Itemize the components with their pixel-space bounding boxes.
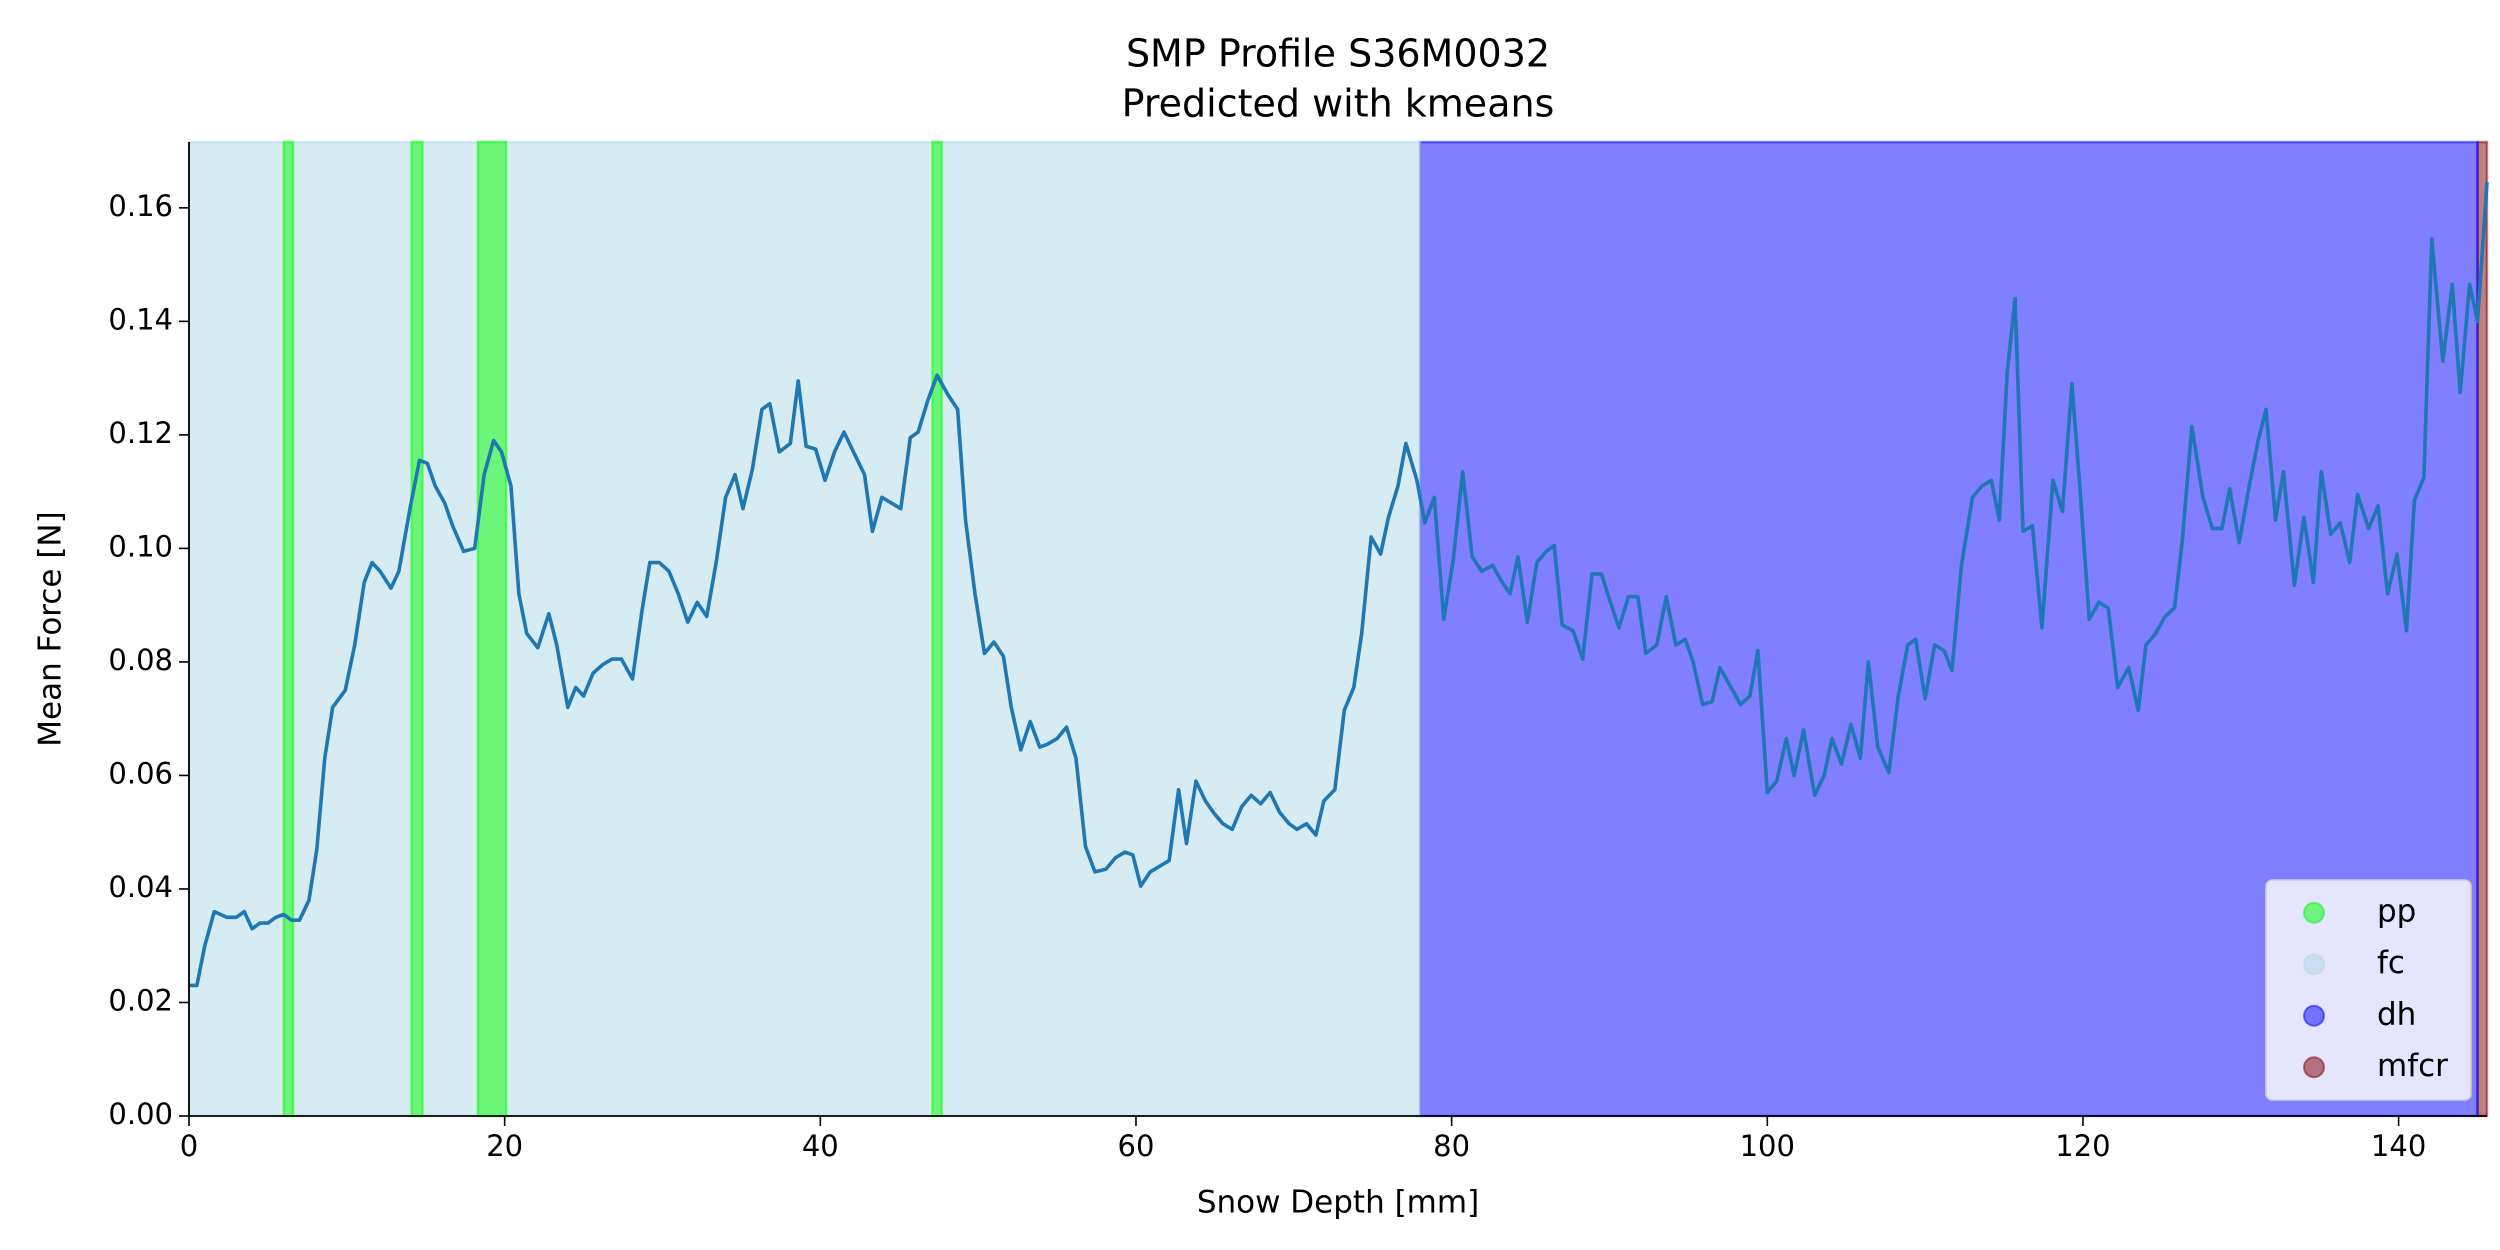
legend-label: mfcr: [2377, 1048, 2448, 1084]
x-tick-label: 100: [1740, 1129, 1795, 1163]
y-tick-label: 0.16: [108, 189, 173, 223]
y-tick-label: 0.02: [108, 983, 173, 1017]
data-line: [189, 182, 2489, 988]
y-tick-label: 0.00: [108, 1097, 173, 1131]
legend-label: pp: [2377, 893, 2416, 929]
legend-label: fc: [2377, 945, 2405, 981]
chart-title: SMP Profile S36M0032: [1126, 32, 1550, 76]
class-span: [410, 140, 424, 1118]
x-tick-label: 40: [802, 1129, 839, 1163]
legend-marker: [2303, 953, 2325, 976]
legend: pp fc dh mfcr: [2265, 879, 2472, 1101]
x-tick-label: 120: [2055, 1129, 2110, 1163]
legend-marker: [2303, 1056, 2325, 1079]
y-axis-label: Mean Force [N]: [33, 511, 69, 746]
y-tick-label: 0.04: [108, 870, 173, 904]
y-tick-label: 0.06: [108, 756, 173, 790]
plot-area: 0 20 40 60 80 100 120 140 0.00 0.02 0.04 0.06 0.08 0.…: [108, 142, 2489, 1163]
x-tick-label: 140: [2371, 1129, 2426, 1163]
legend-marker: [2303, 901, 2325, 924]
x-tick-label: 0: [180, 1129, 198, 1163]
y-tick-label: 0.12: [108, 416, 173, 450]
class-span: [931, 140, 944, 1118]
legend-marker: [2303, 1004, 2325, 1027]
legend-box: [2265, 879, 2472, 1101]
class-span: [282, 140, 295, 1118]
x-axis-label: Snow Depth [mm]: [1197, 1185, 1479, 1221]
y-tick-label: 0.10: [108, 529, 173, 563]
y-tick-label: 0.14: [108, 302, 173, 336]
class-span: [187, 140, 1422, 1118]
chart-subtitle: Predicted with kmeans: [1122, 82, 1555, 126]
x-tick-label: 60: [1118, 1129, 1155, 1163]
class-span: [476, 140, 508, 1118]
y-tick-label: 0.08: [108, 643, 173, 677]
x-tick-label: 80: [1433, 1129, 1470, 1163]
legend-label: dh: [2377, 996, 2416, 1032]
class-spans: [187, 140, 2489, 1118]
x-tick-label: 20: [486, 1129, 523, 1163]
